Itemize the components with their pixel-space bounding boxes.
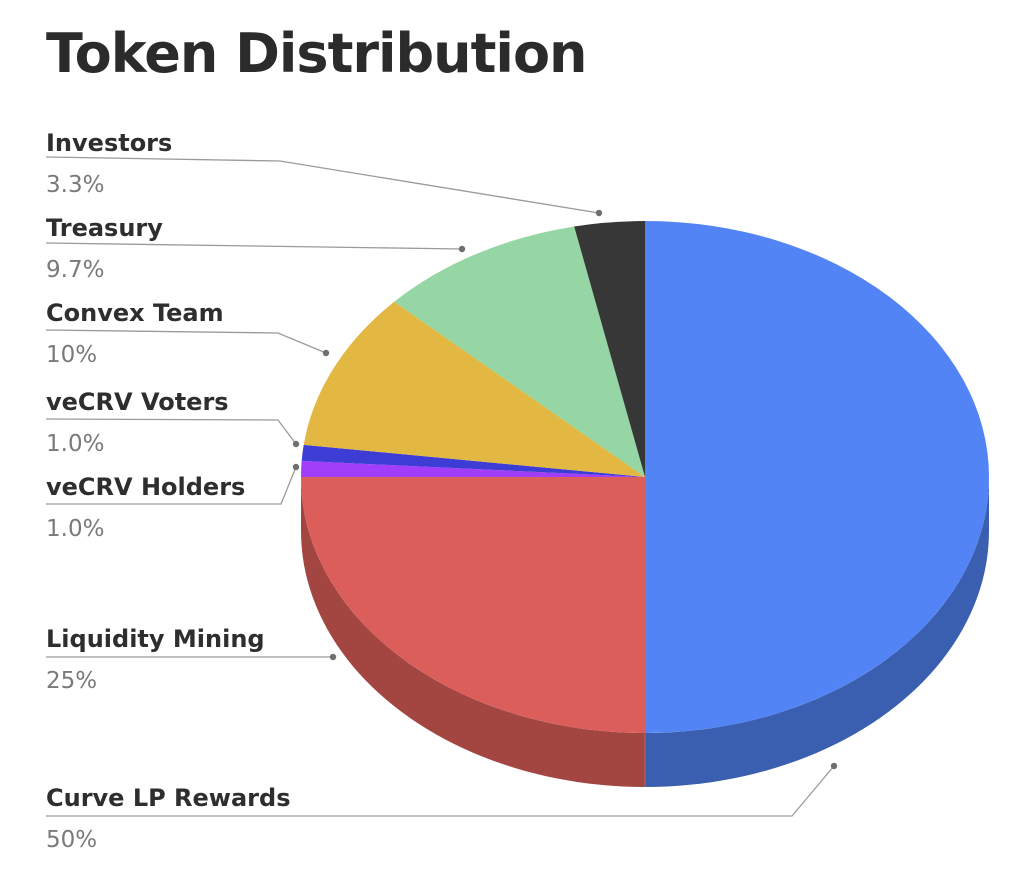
pie-slice-vecrv-voters <box>301 444 645 477</box>
value-curve-lp-rewards: 50% <box>46 827 97 853</box>
pie-slice-treasury <box>394 226 645 477</box>
pie-slice-liquidity-mining <box>301 477 645 733</box>
leader-dot-liquidity-mining <box>329 653 337 661</box>
leader-dot-vecrv-voters <box>292 440 300 448</box>
pie-side-curve-lp-rewards <box>645 477 989 787</box>
leader-dot-convex-team <box>322 349 330 357</box>
value-treasury: 9.7% <box>46 257 104 283</box>
pie-slice-investors <box>574 221 645 477</box>
leader-dot-investors <box>595 209 603 217</box>
label-treasury: Treasury <box>46 214 163 242</box>
value-vecrv-holders: 1.0% <box>46 516 104 542</box>
label-curve-lp-rewards: Curve LP Rewards <box>46 784 290 812</box>
leader-dot-vecrv-holders <box>292 463 300 471</box>
leader-line-vecrv-voters <box>45 418 297 445</box>
leader-dot-treasury <box>458 245 466 253</box>
value-convex-team: 10% <box>46 342 97 368</box>
leader-line-investors <box>45 156 600 214</box>
value-vecrv-voters: 1.0% <box>46 431 104 457</box>
pie-slice-convex-team <box>303 301 645 477</box>
label-liquidity-mining: Liquidity Mining <box>46 625 265 653</box>
value-investors: 3.3% <box>46 172 104 198</box>
label-vecrv-voters: veCRV Voters <box>46 388 229 416</box>
value-liquidity-mining: 25% <box>46 668 97 694</box>
leader-dot-curve-lp-rewards <box>830 762 838 770</box>
leader-line-vecrv-holders <box>46 466 297 505</box>
pie-side-liquidity-mining <box>301 477 645 787</box>
label-vecrv-holders: veCRV Holders <box>46 473 245 501</box>
pie-slice-curve-lp-rewards <box>645 221 989 733</box>
leader-line-treasury <box>45 242 463 250</box>
chart-title: Token Distribution <box>46 22 587 85</box>
pie-slice-vecrv-holders <box>301 460 645 477</box>
label-investors: Investors <box>46 129 172 157</box>
leader-line-curve-lp-rewards <box>46 765 835 817</box>
label-convex-team: Convex Team <box>46 299 224 327</box>
leader-line-convex-team <box>45 329 327 354</box>
